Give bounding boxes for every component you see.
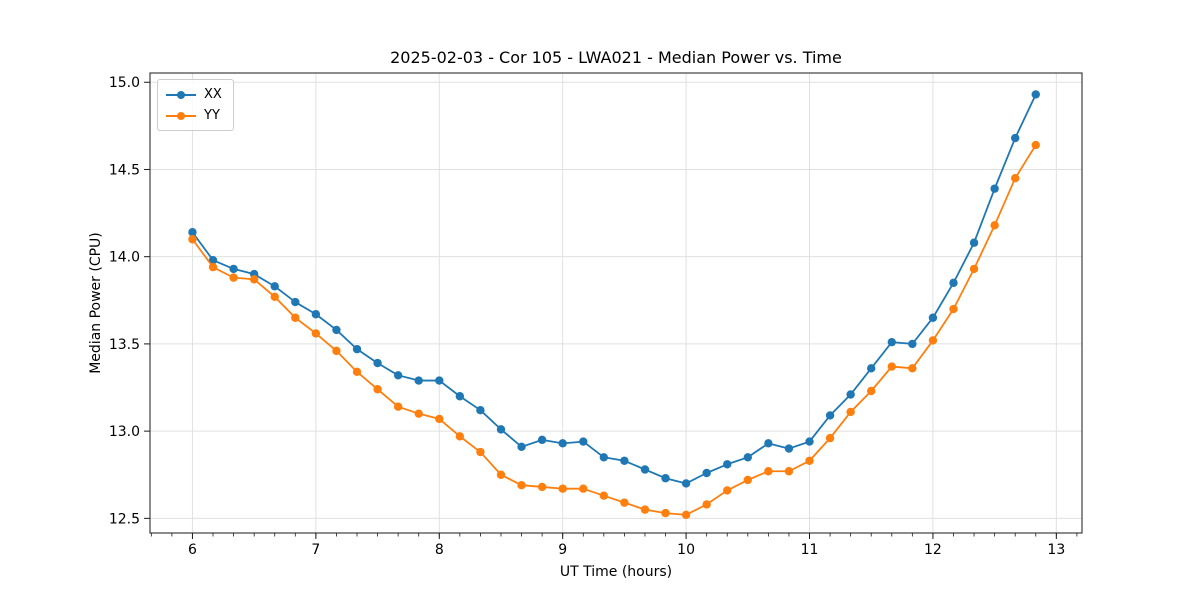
chart-title: 2025-02-03 - Cor 105 - LWA021 - Median P… (390, 48, 842, 67)
y-axis-label: Median Power (CPU) (88, 232, 104, 374)
y-tick-label: 14.5 (109, 162, 140, 178)
y-tick-label: 13.0 (109, 424, 140, 440)
x-minor-ticks (150, 533, 1078, 537)
legend-label-xx: XX (204, 87, 222, 102)
x-tick-labels: 6 7 8 9 10 11 12 13 (188, 542, 1065, 558)
y-ticks (144, 81, 150, 519)
series-yy-marker-swatch (177, 111, 185, 120)
series-xx-marker-swatch (177, 90, 185, 99)
legend-item-yy: YY (166, 105, 222, 126)
x-tick-label: 11 (801, 542, 819, 558)
axes-spines (149, 72, 1083, 534)
x-tick-label: 13 (1047, 542, 1065, 558)
grid-lines (150, 73, 1082, 533)
series-xx-line (191, 94, 1037, 485)
x-tick-label: 8 (435, 542, 444, 558)
x-tick-label: 10 (677, 542, 695, 558)
legend-label-yy: YY (204, 108, 220, 123)
x-tick-label: 6 (188, 542, 197, 558)
series-xx-swatch (166, 88, 196, 102)
x-tick-label: 12 (924, 542, 942, 558)
series-yy-swatch (166, 109, 196, 123)
legend: XX YY (157, 79, 234, 131)
x-tick-label: 9 (558, 542, 567, 558)
y-tick-labels: 12.5 13.0 13.5 14.0 14.5 15.0 (109, 75, 140, 527)
x-tick-label: 7 (311, 542, 320, 558)
y-tick-label: 13.5 (109, 337, 140, 353)
series-yy-markers (188, 140, 1040, 520)
y-tick-label: 14.0 (109, 250, 140, 266)
x-ticks (191, 533, 1057, 539)
y-tick-label: 12.5 (109, 511, 140, 527)
legend-item-xx: XX (166, 84, 222, 105)
series-xx-markers (188, 90, 1040, 488)
y-tick-label: 15.0 (109, 75, 140, 91)
x-axis-label: UT Time (hours) (559, 564, 673, 580)
